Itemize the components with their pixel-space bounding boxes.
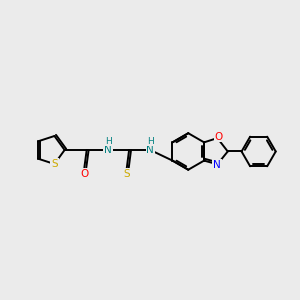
Text: N: N (213, 160, 221, 170)
Text: S: S (123, 169, 130, 179)
Text: H: H (105, 137, 112, 146)
Text: S: S (51, 159, 58, 169)
Text: H: H (147, 137, 154, 146)
Text: N: N (146, 145, 154, 155)
Text: N: N (104, 145, 112, 155)
Text: O: O (215, 132, 223, 142)
Text: O: O (80, 169, 88, 178)
